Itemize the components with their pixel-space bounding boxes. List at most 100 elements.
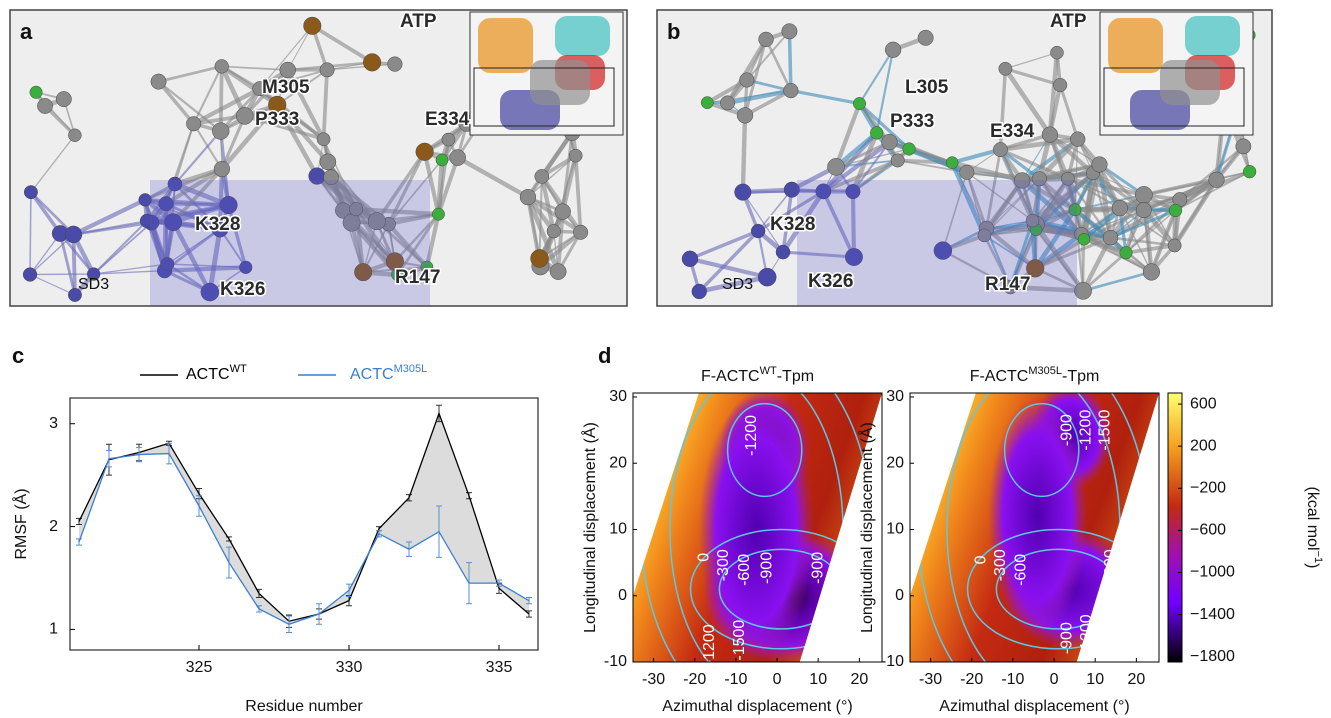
x-tick-label: 10: [809, 671, 827, 688]
network-edge: [1037, 137, 1080, 181]
x-tick-label: 330: [336, 659, 363, 676]
residue-node: [933, 241, 953, 260]
colorbar-tick-label: 600: [1190, 395, 1217, 412]
residue-node: [319, 62, 335, 78]
residue-label: R147: [395, 267, 440, 288]
network-edge: [174, 130, 222, 185]
residue-node: [884, 41, 902, 58]
network-edge: [456, 155, 530, 200]
residue-node: [1208, 171, 1225, 188]
network-edge: [165, 202, 229, 207]
residue-node: [1077, 233, 1091, 246]
residue-node: [757, 267, 777, 287]
residue-node: [845, 184, 861, 200]
residue-label: SD3: [78, 276, 109, 293]
y-tick-label: 2: [49, 518, 58, 535]
network-edge: [259, 68, 328, 90]
network-edge: [158, 65, 223, 83]
energy-basin: [698, 396, 815, 662]
residue-node: [354, 263, 373, 282]
residue-node: [37, 98, 53, 114]
blue-region: [797, 180, 1077, 306]
inset-domain: [478, 18, 533, 73]
network-edge: [146, 203, 229, 223]
network-edge: [1000, 136, 1079, 152]
contour-label: -1200: [1077, 410, 1094, 451]
network-edge: [29, 191, 75, 236]
residue-node: [435, 153, 449, 167]
network-edge: [73, 219, 148, 236]
network-edge: [689, 256, 768, 280]
network-edge: [1073, 208, 1128, 255]
residue-node: [890, 153, 905, 168]
residue-label: L305: [905, 77, 949, 98]
network-edge: [764, 38, 793, 92]
colorbar-tick-label: 200: [1190, 437, 1217, 454]
residue-node: [573, 224, 589, 240]
residue-node: [1026, 259, 1045, 278]
x-tick-label: -10: [1001, 671, 1024, 688]
molecule-panel: [9, 9, 628, 307]
panel-label: d: [598, 343, 611, 368]
network-edge: [220, 103, 279, 171]
x-tick-label: 20: [850, 671, 868, 688]
network-edge: [92, 220, 148, 275]
residue-node: [700, 96, 714, 109]
network-edge: [858, 49, 894, 105]
residue-node: [1070, 131, 1086, 147]
network-edge: [144, 199, 169, 265]
network-edge: [217, 169, 224, 229]
network-edge: [743, 39, 768, 116]
residue-node: [959, 164, 975, 180]
contour-label: -1200: [701, 624, 718, 665]
residue-node: [750, 223, 766, 239]
inset-domain: [555, 16, 610, 56]
network-edge: [746, 30, 791, 81]
residue-node: [815, 183, 832, 200]
network-edge: [744, 89, 792, 117]
colorbar-tick-label: −1000: [1190, 564, 1235, 581]
contour-label: -300: [715, 549, 732, 581]
network-edge: [689, 229, 759, 261]
network-edge: [850, 132, 879, 193]
network-edge: [835, 140, 891, 169]
network-edge: [781, 189, 794, 253]
network-edge: [1067, 177, 1145, 211]
network-edge: [526, 195, 582, 234]
residue-node: [212, 122, 230, 140]
network-edge: [424, 213, 441, 268]
residue-node: [1135, 186, 1153, 204]
x-tick-label: 20: [1127, 671, 1145, 688]
residue-node: [1041, 126, 1059, 143]
contour-label: -900: [1058, 622, 1075, 654]
network-edge: [950, 161, 987, 237]
network-edge: [1175, 170, 1251, 212]
inset-zoom: [473, 67, 615, 127]
network-edge: [71, 234, 77, 296]
network-edge: [422, 151, 441, 215]
y-tick-label: 10: [886, 521, 904, 538]
network-edge: [311, 24, 374, 64]
network-edge: [834, 102, 862, 168]
y-tick-label: 20: [609, 454, 627, 471]
y-tick-label: -10: [881, 653, 904, 670]
network-edge: [394, 213, 440, 263]
network-edge: [821, 190, 856, 258]
residue-node: [681, 250, 699, 268]
colorbar-label-part: −1: [1312, 551, 1324, 564]
y-axis-label: Longitudinal displacement (Å): [580, 422, 599, 633]
residue-node: [316, 132, 331, 147]
residue-node: [734, 183, 752, 201]
residue-node: [1167, 238, 1182, 253]
x-tick-label: -20: [683, 671, 706, 688]
residue-node: [870, 126, 884, 140]
plot-title-part: -Tpm: [1062, 368, 1099, 385]
series-line: [78, 411, 530, 622]
contour-label: -300: [1132, 549, 1149, 581]
plot-title-part: WT: [760, 365, 777, 377]
plot-title-part: M305L: [1028, 365, 1062, 377]
network-edge: [539, 175, 556, 232]
x-axis-label: Residue number: [245, 698, 363, 715]
residue-node: [530, 249, 549, 268]
